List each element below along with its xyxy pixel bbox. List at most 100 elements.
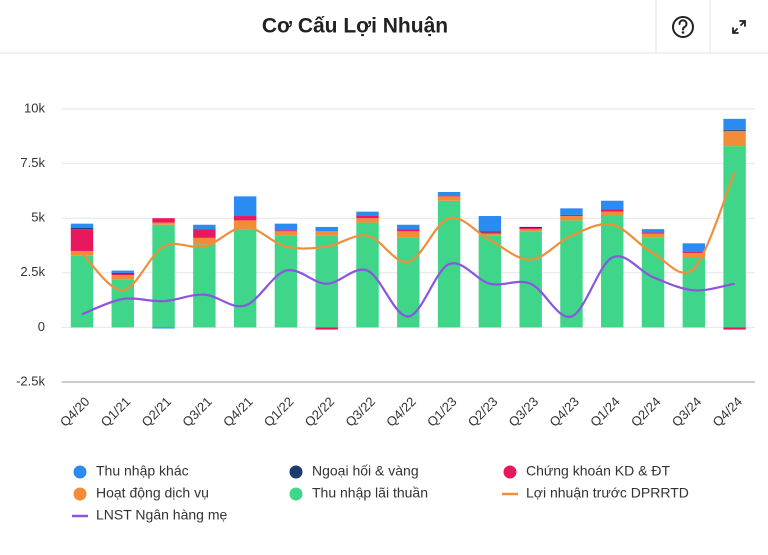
bar-segment (70, 229, 94, 251)
bar-segment (70, 228, 94, 230)
bar-segment (601, 209, 624, 212)
legend-marker (503, 465, 517, 479)
legend-item[interactable]: Lợi nhuận trước DPRRTD (502, 485, 689, 501)
bar-segment (193, 229, 216, 238)
line-series (81, 255, 735, 318)
bar-segment (356, 211, 379, 217)
x-tick-label: Q1/23 (424, 394, 460, 430)
bar-segment (111, 270, 134, 273)
bar-segment (601, 200, 624, 210)
bar-segment (111, 273, 134, 275)
x-tick-label: Q4/24 (710, 394, 746, 430)
bar-segment (397, 224, 420, 230)
x-tick-label: Q1/21 (98, 394, 134, 430)
bar-segment (397, 229, 420, 232)
legend-marker (73, 487, 87, 501)
bar-segment (274, 231, 298, 236)
legend-label: Lợi nhuận trước DPRRTD (526, 485, 689, 501)
bar-segment (723, 118, 746, 130)
legend-item[interactable]: Thu nhập khác (73, 463, 189, 479)
bar-segment (723, 129, 746, 131)
bar-segment (233, 216, 257, 221)
bar-segment (233, 220, 257, 230)
bar-segment (315, 235, 338, 328)
bar-segment (437, 195, 461, 197)
legend-item[interactable]: Hoạt động dịch vụ (73, 485, 209, 501)
legend-label: Thu nhập lãi thuần (312, 485, 428, 501)
bar-segment (193, 224, 216, 230)
legend-item[interactable]: Ngoại hối & vàng (289, 463, 419, 479)
legend-label: Thu nhập khác (96, 463, 189, 479)
bar-segment (356, 216, 379, 219)
bar-segment (601, 216, 624, 328)
bar-segment (193, 244, 216, 328)
legend-label: Ngoại hối & vàng (312, 463, 419, 479)
bar-segment (152, 327, 175, 329)
help-button[interactable] (672, 16, 694, 38)
x-tick-label: Q3/22 (342, 394, 378, 430)
y-tick-label: -2.5k (16, 373, 45, 388)
bar-segment (519, 226, 542, 229)
expand-button[interactable] (732, 20, 746, 34)
bar-segment (70, 223, 94, 229)
y-tick-label: 5k (31, 210, 45, 225)
bar-segment (397, 231, 420, 238)
x-tick-label: Q1/22 (261, 394, 297, 430)
chart-title: Cơ Cấu Lợi Nhuận (262, 15, 448, 38)
bar-segment (111, 274, 134, 280)
bar-segment (193, 237, 216, 245)
bar-segment (233, 229, 257, 328)
y-tick-label: 7.5k (20, 155, 45, 170)
bar-segment (723, 130, 746, 147)
bar-segment (478, 233, 502, 236)
bar-segment (233, 196, 257, 217)
bar-segment (682, 257, 706, 328)
bar-segment (519, 231, 542, 328)
bar-segment (601, 211, 624, 217)
bar-segment (641, 233, 665, 238)
bar-segment (560, 216, 583, 221)
bar-segment (111, 272, 134, 274)
legend-item[interactable]: Chứng khoán KD & ĐT (503, 463, 671, 479)
bar-segment (682, 252, 706, 254)
x-tick-label: Q2/23 (465, 394, 501, 430)
legend-item[interactable]: Thu nhập lãi thuần (289, 485, 428, 501)
legend-marker (73, 465, 87, 479)
x-tick-label: Q2/24 (628, 394, 664, 430)
bar-segment (560, 208, 583, 215)
bar-segment (478, 235, 502, 328)
bar-segment (437, 191, 461, 196)
y-tick-label: 10k (24, 100, 45, 115)
x-tick-label: Q4/22 (383, 394, 419, 430)
line-series (81, 171, 736, 292)
legend-marker (289, 465, 303, 479)
bar-segment (478, 216, 502, 232)
legend-label: LNST Ngân hàng mẹ (96, 507, 227, 523)
bar-segment (560, 214, 583, 217)
bar-segment (641, 232, 665, 234)
bar-segment (723, 327, 746, 330)
bar-segment (152, 218, 175, 223)
bar-segment (70, 255, 94, 328)
bar-segment (111, 279, 134, 328)
legend-label: Chứng khoán KD & ĐT (526, 463, 670, 479)
x-tick-label: Q4/20 (57, 394, 93, 430)
bar-segment (274, 223, 298, 231)
x-tick-label: Q3/24 (669, 394, 705, 430)
x-tick-label: Q2/22 (302, 394, 338, 430)
legend-item[interactable]: LNST Ngân hàng mẹ (72, 507, 227, 523)
bar-segment (641, 229, 665, 233)
legend-label: Hoạt động dịch vụ (96, 485, 209, 501)
legend-marker (289, 487, 303, 501)
bar-segment (560, 220, 583, 328)
x-tick-label: Q2/21 (138, 394, 174, 430)
y-tick-label: 0 (38, 319, 45, 334)
bar-segment (723, 146, 746, 328)
bar-segment (519, 229, 542, 232)
x-tick-label: Q4/23 (546, 394, 582, 430)
x-tick-label: Q3/21 (179, 394, 215, 430)
bar-segment (437, 196, 461, 201)
x-tick-label: Q3/23 (506, 394, 542, 430)
bar-segment (478, 232, 502, 234)
